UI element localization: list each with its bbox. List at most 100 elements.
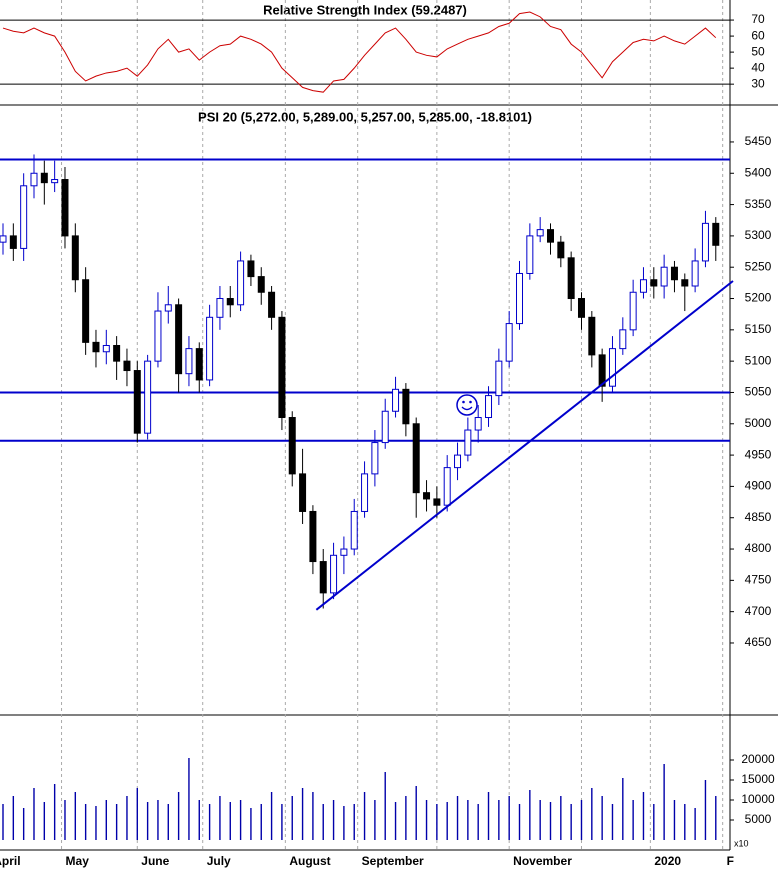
y-tick-label: 4800 [745, 541, 772, 555]
candle-body [237, 260, 245, 306]
volume-bar [591, 788, 593, 840]
volume-bar [239, 800, 242, 840]
volume-bar [456, 796, 459, 840]
volume-bar [508, 796, 510, 840]
x-tick-label: F [727, 854, 734, 868]
y-tick-label: 5200 [745, 291, 772, 305]
candle-body [216, 298, 224, 318]
volume-bar [663, 764, 665, 840]
y-tick-label: 30 [751, 76, 765, 90]
candle-body [278, 316, 286, 419]
volume-bar [157, 800, 159, 840]
volume-bar [477, 804, 479, 840]
y-tick-label: 60 [751, 28, 765, 42]
volume-bar [580, 800, 583, 840]
candle-body [288, 417, 296, 475]
x-tick-label: August [289, 854, 330, 868]
candle-body [268, 291, 276, 318]
candle-body [598, 354, 606, 387]
volume-bar [22, 808, 25, 840]
y-tick-label: 4850 [745, 510, 772, 524]
candle-body [577, 298, 585, 318]
volume-bar [560, 796, 562, 840]
volume-bar [260, 804, 262, 840]
candle-body [195, 348, 203, 381]
candle-body [102, 344, 110, 353]
volume-bar [529, 790, 531, 840]
volume-bar [177, 792, 180, 840]
candle-body [464, 429, 472, 456]
candle-body [547, 229, 554, 243]
volume-bar [446, 802, 448, 840]
volume-bar [518, 804, 521, 840]
y-tick-label: 40 [751, 60, 765, 74]
volume-bar [425, 800, 428, 840]
candle-body [371, 442, 379, 475]
candle-body [92, 341, 100, 353]
volume-bar [33, 788, 35, 840]
y-tick-label: 5000 [745, 416, 772, 430]
x-tick-label: April [0, 854, 21, 868]
candle-body [299, 473, 307, 512]
candle-body [629, 291, 637, 331]
volume-bar [622, 778, 624, 840]
candle-body [567, 257, 575, 300]
candle-body [51, 179, 59, 184]
x-tick-label: November [513, 854, 572, 868]
candle-body [9, 235, 17, 249]
candle-body [412, 423, 420, 494]
volume-bar [74, 792, 77, 840]
candle-body [164, 304, 172, 312]
volume-bar [374, 800, 376, 840]
volume-bar [353, 804, 355, 840]
y-tick-label: 5250 [745, 259, 772, 273]
volume-bar [539, 800, 541, 840]
volume-bar [219, 796, 221, 840]
candle-body [454, 454, 462, 469]
x-tick-label: September [362, 854, 424, 868]
volume-bar [12, 796, 15, 840]
volume-bar [642, 792, 645, 840]
candle-body [495, 360, 503, 397]
y-tick-label: 5450 [745, 134, 772, 148]
volume-bar [84, 804, 87, 840]
candle-body [175, 304, 183, 375]
y-tick-label: 5300 [745, 228, 772, 242]
candle-body [82, 279, 90, 343]
candle-body [691, 260, 699, 287]
volume-bar [270, 792, 273, 840]
candle-body [485, 395, 493, 419]
volume-bar [198, 800, 200, 840]
candle-body [144, 360, 152, 434]
volume-bar [673, 800, 676, 840]
volume-bar [105, 800, 108, 840]
candle-body [402, 388, 410, 425]
candle-body [557, 241, 565, 259]
candle-body [154, 310, 162, 362]
candle-body [381, 410, 389, 444]
candle-body [588, 316, 596, 356]
candle-body [639, 279, 647, 293]
volume-bar [64, 800, 66, 840]
volume-bar [487, 792, 490, 840]
candle-body [206, 316, 214, 381]
volume-bar [229, 802, 231, 840]
candle-body [516, 272, 524, 325]
y-tick-label: 5350 [745, 197, 772, 211]
volume-bar [291, 796, 293, 840]
candle-body [536, 229, 544, 237]
volume-bar [95, 806, 97, 840]
candle-body [712, 222, 720, 246]
volume-bar [405, 796, 407, 840]
y-tick-label: 5150 [745, 322, 772, 336]
volume-unit: x10 [734, 838, 749, 848]
volume-bar [549, 802, 552, 840]
smiley [456, 394, 478, 416]
candle-body [423, 492, 431, 500]
y-tick-label: 20000 [741, 752, 775, 766]
y-tick-label: 5100 [745, 353, 772, 367]
x-tick-label: May [66, 854, 90, 868]
candle-body [0, 235, 7, 243]
